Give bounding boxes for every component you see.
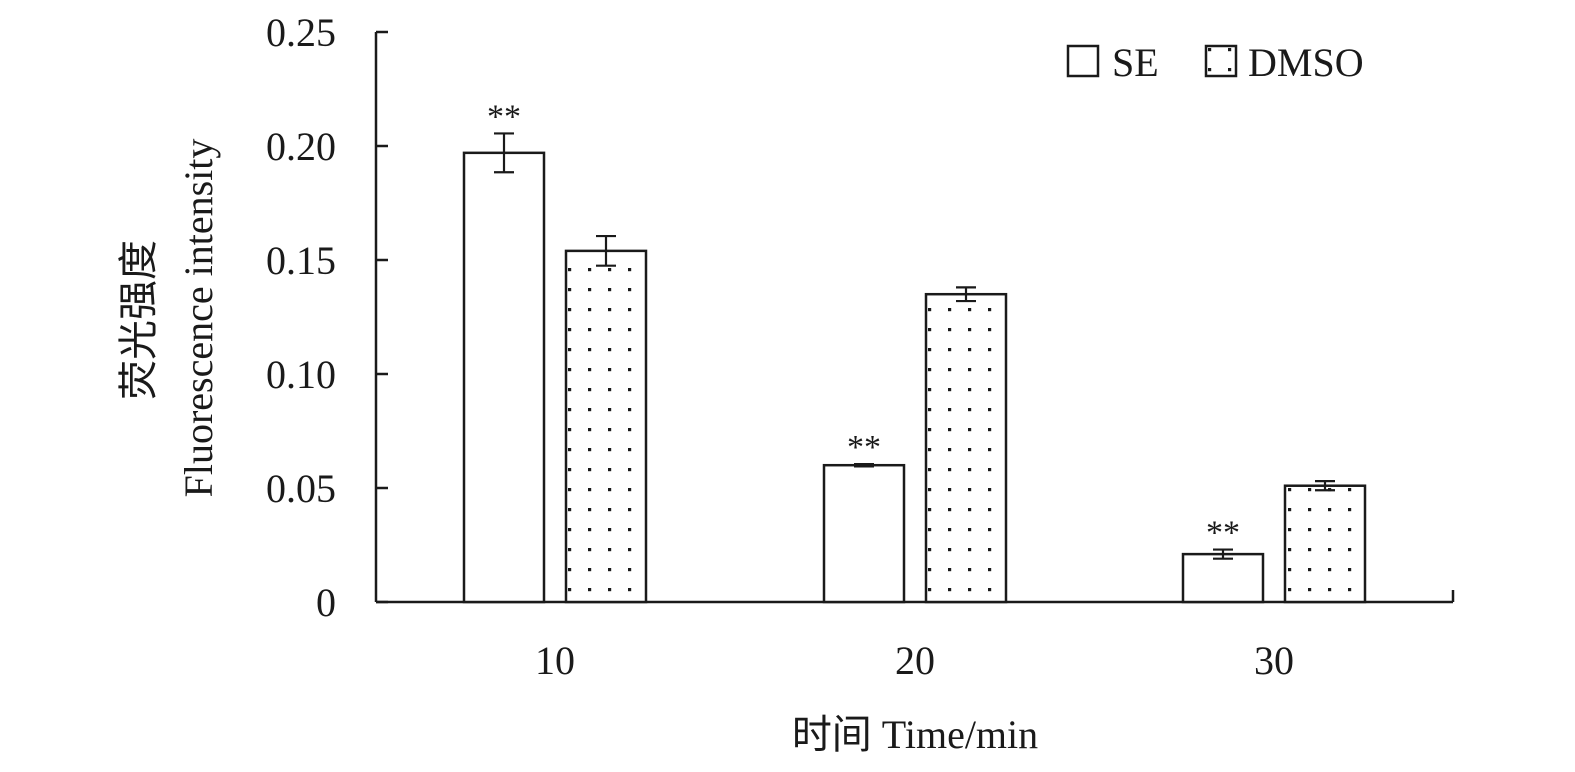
bar-se-20 xyxy=(822,463,906,604)
y-tick-label-2: 0.10 xyxy=(266,352,336,397)
y-tick-label-3: 0.15 xyxy=(266,238,336,283)
legend-swatch-dmso xyxy=(1204,44,1238,78)
legend: SE DMSO xyxy=(1066,40,1364,85)
bar-se-10 xyxy=(462,151,546,604)
bar-se-30 xyxy=(1181,552,1265,604)
legend-swatch-se xyxy=(1066,44,1100,78)
significance-se-30: ** xyxy=(1206,515,1240,552)
significance-se-10: ** xyxy=(487,98,521,135)
x-tick-label-30: 30 xyxy=(1254,638,1294,683)
plot-area: 0 0.05 0.10 0.15 0.20 0.25 10 20 30 ** ** ** xyxy=(266,10,1455,683)
bar-dmso-20 xyxy=(924,292,1008,604)
x-tick-label-10: 10 xyxy=(535,638,575,683)
y-tick-label-1: 0.05 xyxy=(266,466,336,511)
y-axis-label-en: Fluorescence intensity xyxy=(176,139,221,498)
y-tick-label-0: 0 xyxy=(316,580,336,625)
x-tick-label-20: 20 xyxy=(895,638,935,683)
significance-se-20: ** xyxy=(847,429,881,466)
y-tick-label-4: 0.20 xyxy=(266,124,336,169)
legend-label-se: SE xyxy=(1112,40,1159,85)
y-tick-label-5: 0.25 xyxy=(266,10,336,55)
bar-dmso-10 xyxy=(564,249,648,604)
x-axis-label: 时间 Time/min xyxy=(792,712,1038,757)
bar-dmso-30 xyxy=(1283,484,1367,604)
y-axis-label-zh: 荧光强度 xyxy=(116,240,161,400)
legend-label-dmso: DMSO xyxy=(1248,40,1364,85)
